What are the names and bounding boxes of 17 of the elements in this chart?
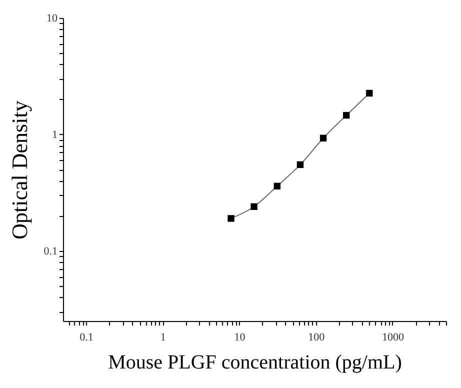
point bbox=[366, 90, 373, 97]
point bbox=[320, 134, 327, 142]
point bbox=[342, 112, 350, 119]
x-tick-label: 10 bbox=[234, 332, 246, 344]
point bbox=[296, 161, 304, 168]
x-axis-title: Mouse PLGF concentration (pg/mL) bbox=[108, 352, 402, 374]
x-tick-label: 1000 bbox=[382, 332, 404, 344]
point bbox=[250, 203, 258, 210]
y-tick-label: 0.1 bbox=[44, 245, 58, 258]
x-tick-label: 0.1 bbox=[80, 332, 94, 344]
y-axis-title: Optical Density bbox=[6, 100, 32, 240]
point bbox=[228, 215, 234, 222]
x-tick-label: 1 bbox=[160, 332, 166, 344]
x-tick-label: 100 bbox=[308, 332, 326, 344]
point bbox=[274, 182, 281, 190]
y-tick-label: 10 bbox=[46, 12, 58, 24]
y-tick-label: 1 bbox=[52, 128, 58, 141]
